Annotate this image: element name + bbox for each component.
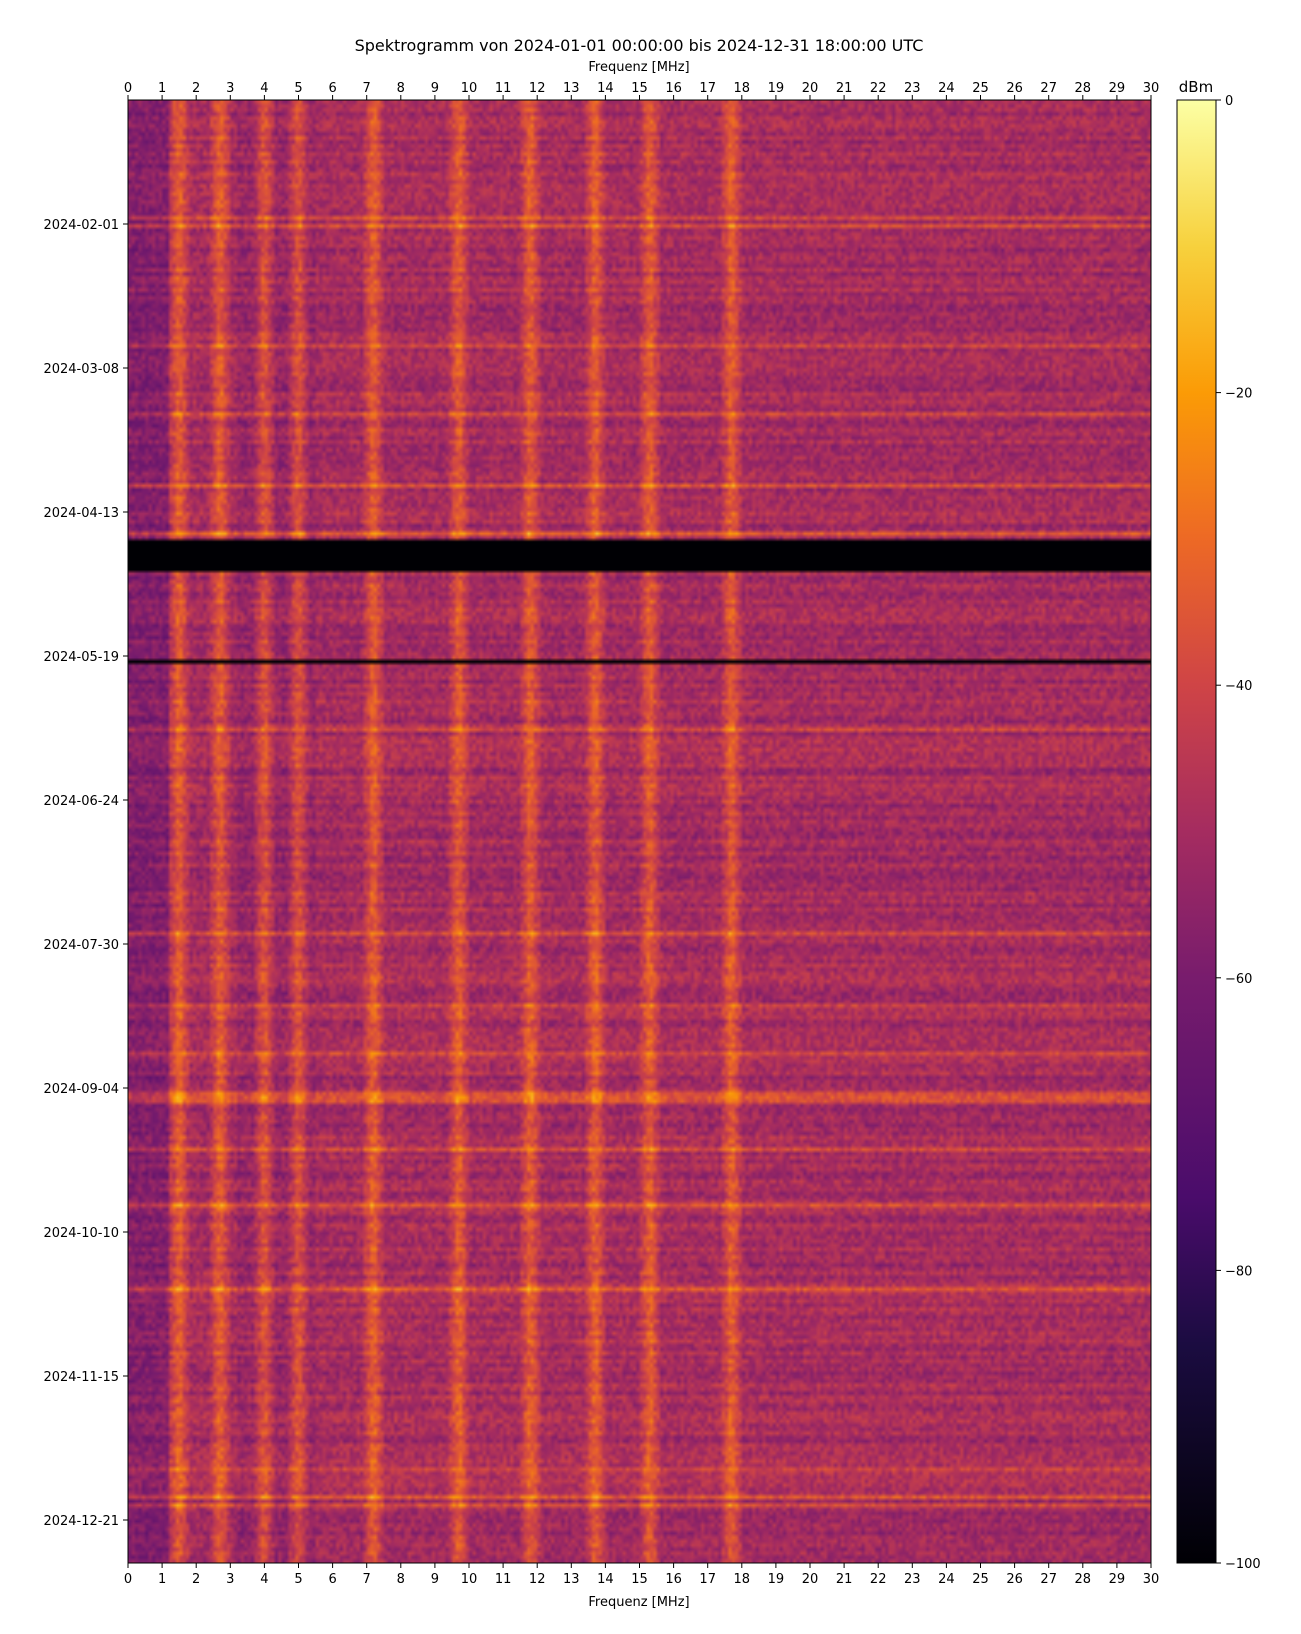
y-tick-label: 2024-03-08 (43, 362, 119, 377)
x-tick-label-bottom: 27 (1040, 1572, 1057, 1587)
colorbar-tick-label: −100 (1225, 1557, 1261, 1572)
y-tick-label: 2024-05-19 (43, 650, 119, 665)
x-tick-label-top: 30 (1143, 81, 1160, 96)
x-tick-label-top: 5 (294, 81, 302, 96)
x-tick-label-bottom: 8 (397, 1572, 405, 1587)
x-tick-label-top: 1 (158, 81, 166, 96)
x-tick-label-bottom: 10 (461, 1572, 478, 1587)
x-tick-label-top: 3 (226, 81, 234, 96)
x-tick-label-top: 11 (495, 81, 512, 96)
x-tick-label-top: 12 (529, 81, 546, 96)
x-tick-label-top: 21 (836, 81, 853, 96)
x-tick-label-bottom: 13 (563, 1572, 580, 1587)
x-tick-label-top: 15 (631, 81, 648, 96)
x-tick-label-bottom: 1 (158, 1572, 166, 1587)
x-tick-label-bottom: 29 (1109, 1572, 1126, 1587)
y-tick-label: 2024-06-24 (43, 794, 119, 809)
x-tick-label-bottom: 5 (294, 1572, 302, 1587)
colorbar-tick-label: −80 (1225, 1264, 1252, 1279)
x-tick-label-top: 6 (328, 81, 336, 96)
x-tick-label-bottom: 4 (260, 1572, 268, 1587)
x-tick-label-top: 7 (363, 81, 371, 96)
x-tick-label-top: 25 (972, 81, 989, 96)
x-tick-label-top: 0 (124, 81, 132, 96)
x-tick-label-bottom: 21 (836, 1572, 853, 1587)
x-tick-label-top: 13 (563, 81, 580, 96)
x-tick-label-bottom: 17 (699, 1572, 716, 1587)
x-tick-label-bottom: 25 (972, 1572, 989, 1587)
x-tick-label-top: 23 (904, 81, 921, 96)
x-tick-label-bottom: 26 (1006, 1572, 1023, 1587)
y-tick-label: 2024-07-30 (43, 938, 119, 953)
y-tick-label: 2024-09-04 (43, 1082, 119, 1097)
colorbar (1176, 99, 1217, 1564)
x-tick-label-top: 2 (192, 81, 200, 96)
x-tick-label-top: 8 (397, 81, 405, 96)
x-tick-label-bottom: 18 (734, 1572, 751, 1587)
x-tick-label-top: 17 (699, 81, 716, 96)
colorbar-ticks: 0 −20 −40 −60 −80 −100 (1216, 94, 1261, 1572)
y-tick-label: 2024-02-01 (43, 218, 119, 233)
x-tick-label-top: 22 (870, 81, 887, 96)
x-tick-label-bottom: 2 (192, 1572, 200, 1587)
x-tick-label-bottom: 3 (226, 1572, 234, 1587)
x-tick-label-top: 29 (1109, 81, 1126, 96)
y-axis-ticks: 2024-02-01 2024-03-08 2024-04-13 2024-05-19… (43, 218, 128, 1529)
x-tick-label-top: 20 (802, 81, 819, 96)
x-tick-label-bottom: 30 (1143, 1572, 1160, 1587)
colorbar-tick-label: 0 (1225, 94, 1233, 109)
spectrogram-plot-area (128, 100, 1151, 1563)
x-axis-label-bottom: Frequenz [MHz] (588, 1595, 689, 1610)
x-tick-label-bottom: 12 (529, 1572, 546, 1587)
x-tick-label-top: 16 (665, 81, 682, 96)
x-tick-label-bottom: 20 (802, 1572, 819, 1587)
spectrogram-image (128, 100, 1151, 1563)
x-tick-label-top: 14 (597, 81, 614, 96)
x-tick-label-top: 27 (1040, 81, 1057, 96)
x-tick-label-top: 4 (260, 81, 268, 96)
y-tick-label: 2024-11-15 (43, 1370, 119, 1385)
x-tick-label-bottom: 22 (870, 1572, 887, 1587)
x-tick-label-top: 9 (431, 81, 439, 96)
x-tick-label-bottom: 15 (631, 1572, 648, 1587)
x-tick-label-bottom: 19 (768, 1572, 785, 1587)
x-tick-label-top: 10 (461, 81, 478, 96)
y-tick-label: 2024-10-10 (43, 1226, 119, 1241)
x-tick-label-bottom: 28 (1075, 1572, 1092, 1587)
colorbar-tick-label: −20 (1225, 387, 1252, 402)
colorbar-tick-label: −40 (1225, 679, 1252, 694)
x-tick-label-bottom: 6 (328, 1572, 336, 1587)
y-tick-label: 2024-04-13 (43, 506, 119, 521)
x-tick-label-bottom: 7 (363, 1572, 371, 1587)
x-tick-label-bottom: 14 (597, 1572, 614, 1587)
colorbar-label: dBm (1179, 78, 1213, 96)
x-tick-label-bottom: 11 (495, 1572, 512, 1587)
chart-title: Spektrogramm von 2024-01-01 00:00:00 bis… (355, 36, 924, 55)
x-tick-label-top: 26 (1006, 81, 1023, 96)
x-tick-label-bottom: 0 (124, 1572, 132, 1587)
y-tick-label: 2024-12-21 (43, 1514, 119, 1529)
x-tick-label-top: 24 (938, 81, 955, 96)
x-tick-label-bottom: 16 (665, 1572, 682, 1587)
x-tick-label-bottom: 9 (431, 1572, 439, 1587)
x-axis-ticks: 0011223344556677889910101111121213131414… (124, 81, 1159, 1587)
x-tick-label-top: 18 (734, 81, 751, 96)
x-axis-label-top: Frequenz [MHz] (588, 60, 689, 75)
x-tick-label-bottom: 23 (904, 1572, 921, 1587)
colorbar-tick-label: −60 (1225, 972, 1252, 987)
x-tick-label-top: 28 (1075, 81, 1092, 96)
x-tick-label-bottom: 24 (938, 1572, 955, 1587)
x-tick-label-top: 19 (768, 81, 785, 96)
